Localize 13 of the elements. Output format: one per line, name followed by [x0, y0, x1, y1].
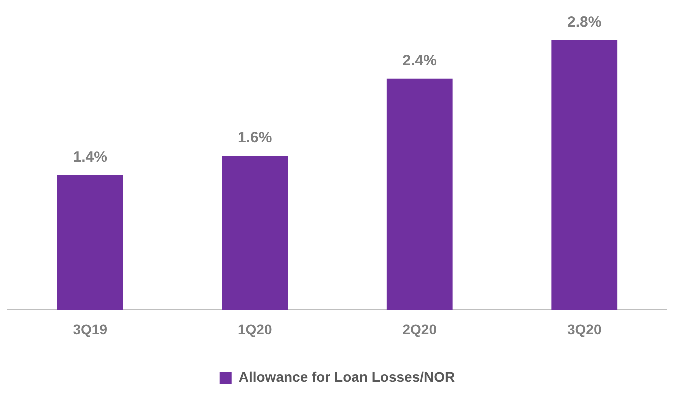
data-label: 2.4%	[402, 52, 437, 70]
data-label: 2.8%	[568, 14, 602, 32]
bar	[552, 40, 618, 310]
bar	[222, 156, 288, 310]
legend-label: Allowance for Loan Losses/NOR	[238, 368, 456, 385]
x-tick-label: 3Q19	[73, 321, 108, 338]
x-tick-label: 1Q20	[238, 321, 272, 338]
x-tick-label: 3Q20	[568, 321, 602, 338]
bar	[57, 175, 124, 310]
bar	[386, 78, 453, 310]
x-tick-label: 2Q20	[402, 321, 438, 338]
data-label: 1.6%	[238, 130, 272, 147]
data-label: 1.4%	[73, 148, 108, 166]
